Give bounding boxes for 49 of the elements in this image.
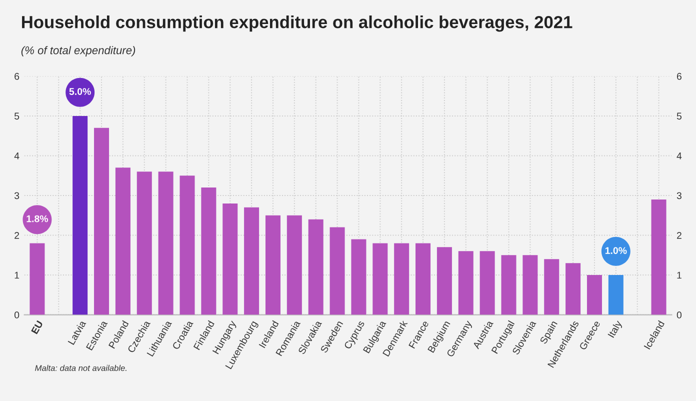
- y-tick-label: 5: [14, 112, 20, 120]
- data-label: 1.0%: [605, 247, 627, 254]
- chart-title: Household consumption expenditure on alcoholic beverages, 2021: [22, 15, 572, 32]
- y-tick-label: 2: [14, 232, 20, 239]
- bar: [286, 215, 302, 315]
- bar: [608, 275, 624, 315]
- bar: [222, 203, 238, 315]
- bar: [501, 255, 516, 315]
- y2-tick-label: 3: [676, 192, 682, 200]
- bar: [265, 215, 280, 315]
- bar: [586, 275, 602, 315]
- bar: [308, 219, 324, 315]
- bar: [330, 227, 345, 315]
- y2-tick-label: 5: [676, 112, 682, 120]
- bar: [436, 247, 452, 315]
- bar: [351, 239, 366, 315]
- bar: [136, 172, 152, 315]
- data-label: 1.8%: [26, 215, 48, 222]
- bar: [180, 176, 195, 315]
- bar: [394, 243, 410, 315]
- data-label: 5.0%: [69, 88, 91, 95]
- y2-tick-label: 2: [676, 232, 682, 239]
- y-tick-label: 4: [14, 152, 20, 160]
- chart-subtitle: (% of total expenditure): [21, 46, 136, 56]
- y-tick-label: 1: [14, 272, 20, 279]
- y-tick-label: 0: [14, 312, 20, 318]
- text: Malta: data not available.: [35, 364, 126, 372]
- bar: [94, 128, 110, 315]
- y2-tick-label: 4: [676, 152, 682, 160]
- bar: [522, 255, 538, 315]
- bar: [72, 116, 88, 315]
- y2-tick-label: 6: [676, 72, 682, 80]
- bar: [544, 259, 560, 315]
- y2-tick-label: 0: [676, 312, 682, 318]
- bar: [566, 263, 581, 315]
- bar: [244, 207, 260, 315]
- y-tick-label: 6: [14, 72, 20, 80]
- y-tick-label: 3: [14, 192, 20, 200]
- x-tick-label: EU: [31, 320, 44, 334]
- bar: [416, 243, 431, 315]
- bar: [115, 168, 130, 315]
- bar: [458, 251, 474, 315]
- bar: [30, 243, 45, 315]
- y2-tick-label: 1: [677, 272, 682, 279]
- bar: [651, 199, 666, 315]
- bar: [372, 243, 388, 315]
- bar: [480, 251, 495, 315]
- bar: [158, 172, 174, 315]
- bar: [201, 188, 216, 315]
